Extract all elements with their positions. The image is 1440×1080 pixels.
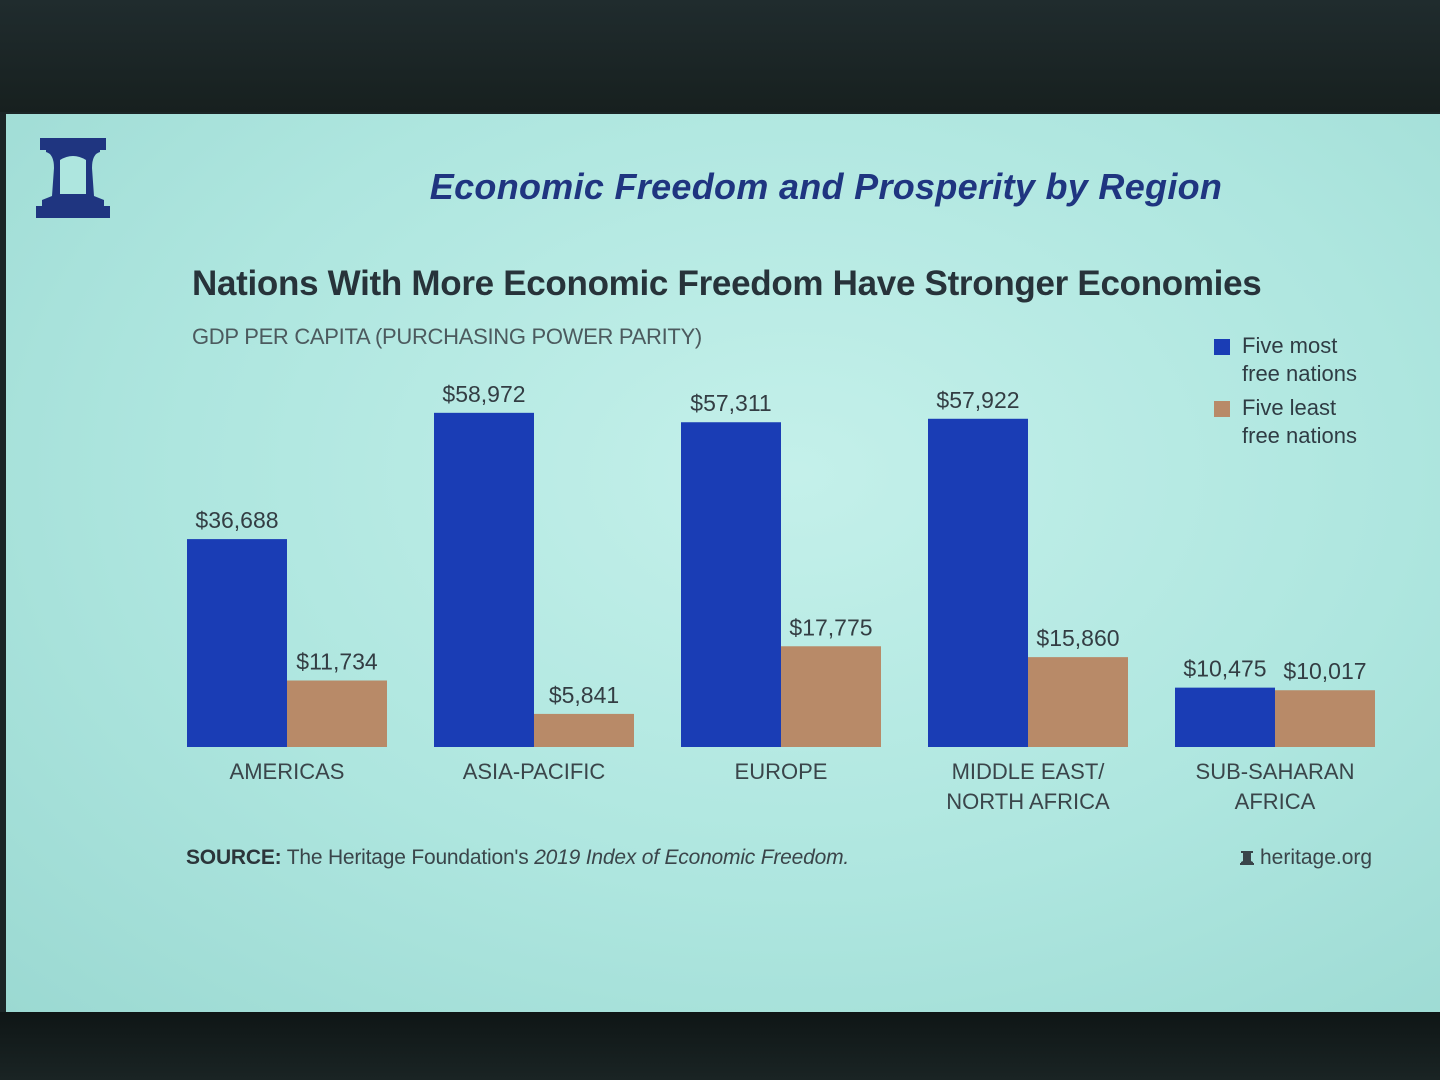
bar-chart: $36,688 $11,734 AMERICAS $58,972 $5,841 ASIA-…: [187, 381, 1375, 814]
bar-least-free-4: [1275, 690, 1375, 747]
legend-item-most-free: Five most free nations: [1212, 332, 1412, 388]
category-label: ASIA-PACIFIC: [463, 759, 606, 784]
footer-url-text: heritage.org: [1260, 846, 1373, 869]
source-note: SOURCE: The Heritage Foundation's 2019 I…: [186, 846, 849, 870]
bar-value-label: $17,775: [789, 614, 872, 640]
bottom-dark-border: [0, 1012, 1440, 1080]
bar-value-label: $11,734: [296, 649, 378, 675]
source-italic: 2019 Index of Economic Freedom.: [534, 846, 849, 869]
bar-most-free-0: [187, 539, 287, 747]
footer-url: heritage.org: [1240, 846, 1372, 870]
y-axis-label: GDP PER CAPITA (PURCHASING POWER PARITY): [192, 324, 702, 349]
bar-least-free-1: [534, 713, 634, 747]
bar-most-free-3: [928, 418, 1028, 747]
category-label: AFRICA: [1235, 789, 1316, 814]
source-text: The Heritage Foundation's: [286, 846, 529, 869]
legend-label-least-free-line1: Five least: [1242, 395, 1337, 420]
legend-label-most-free-line2: free nations: [1242, 361, 1357, 386]
bar-value-label: $5,841: [549, 682, 619, 708]
chart-subtitle: Nations With More Economic Freedom Have …: [192, 264, 1262, 303]
bar-value-label: $57,311: [690, 390, 771, 416]
legend-label-most-free-line1: Five most: [1242, 333, 1338, 358]
slide-title: Economic Freedom and Prosperity by Regio…: [429, 166, 1223, 207]
bar-most-free-1: [434, 412, 534, 747]
category-label: MIDDLE EAST/: [952, 759, 1106, 784]
category-label: AMERICAS: [230, 759, 345, 784]
category-label: SUB-SAHARAN: [1196, 759, 1355, 784]
bar-least-free-2: [781, 646, 881, 747]
slide: Economic Freedom and Prosperity by Regio…: [6, 114, 1440, 1012]
bar-most-free-4: [1175, 687, 1275, 747]
bar-value-label: $57,922: [936, 387, 1019, 413]
bar-value-label: $10,475: [1183, 656, 1266, 682]
liberty-bell-logo: [36, 138, 110, 218]
bar-value-label: $58,972: [442, 381, 525, 407]
bell-icon: [1240, 851, 1254, 865]
source-label: SOURCE:: [186, 846, 282, 869]
bar-value-label: $36,688: [195, 507, 278, 533]
chart-legend: Five most free nations Five least free n…: [1212, 332, 1412, 456]
bar-least-free-3: [1028, 657, 1128, 747]
legend-swatch-least-free: [1214, 401, 1230, 417]
category-label: NORTH AFRICA: [946, 789, 1110, 814]
top-dark-border: [0, 0, 1440, 112]
legend-swatch-most-free: [1214, 339, 1230, 355]
bar-value-label: $10,017: [1283, 658, 1366, 684]
legend-label-least-free-line2: free nations: [1242, 423, 1357, 448]
bar-value-label: $15,860: [1036, 625, 1119, 651]
legend-item-least-free: Five least free nations: [1212, 394, 1412, 450]
bar-most-free-2: [681, 422, 781, 747]
category-label: EUROPE: [735, 759, 828, 784]
bar-least-free-0: [287, 680, 387, 747]
